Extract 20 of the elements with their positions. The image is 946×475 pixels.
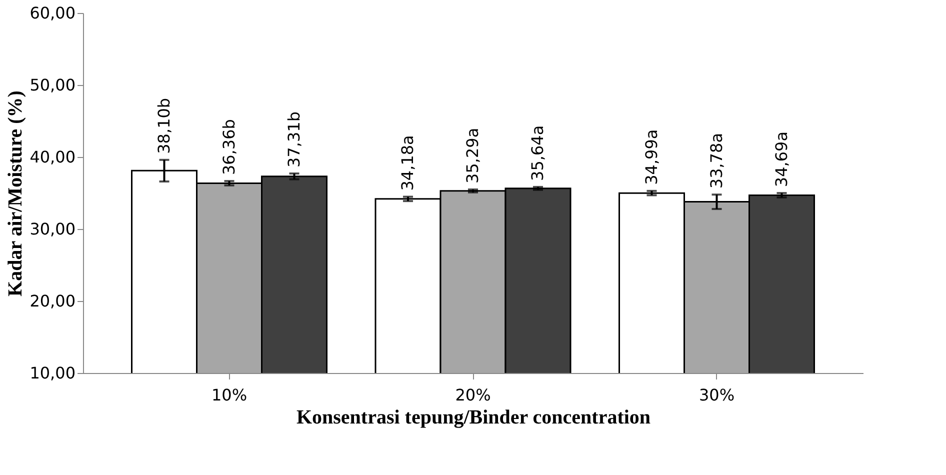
x-tick-label: 20% [455,386,491,404]
y-tick-label: 60,00 [30,4,76,22]
x-tick-label: 10% [211,386,248,404]
y-axis-title: Kadar air/Moisture (%) [4,90,27,296]
y-tick-label: 20,00 [30,292,76,310]
x-tick-label: 30% [698,386,735,404]
x-axis-title: Konsentrasi tepung/Binder concentration [296,406,651,428]
data-label: 34,69a [772,131,791,188]
y-tick-label: 40,00 [30,148,76,166]
data-label: 35,64a [528,125,547,181]
data-label: 34,99a [642,129,661,185]
y-tick-label: 50,00 [30,76,76,94]
data-label: 33,78a [706,132,726,189]
data-label: 36,36b [219,119,238,176]
data-label: 35,29a [463,128,482,184]
y-tick-label: 10,00 [30,364,76,382]
y-tick-label: 30,00 [30,220,76,238]
data-label: 37,31b [284,112,304,168]
data-label: 34,18a [398,135,417,191]
data-label: 38,10b [154,98,174,154]
